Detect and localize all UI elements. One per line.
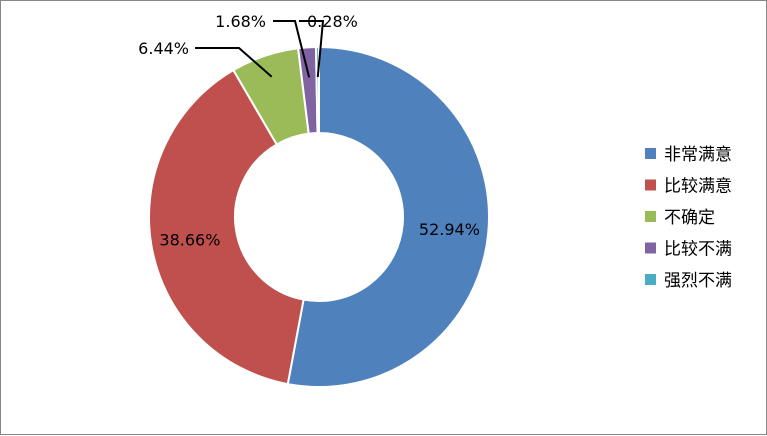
data-label-4: 1.68%: [215, 12, 266, 31]
data-label-1: 52.94%: [419, 220, 480, 239]
leader-line-3: [195, 47, 273, 78]
legend-swatch-4: [645, 242, 656, 254]
legend-swatch-3: [645, 211, 656, 222]
leader-line-4: [273, 20, 311, 78]
legend-swatch-1: [645, 148, 656, 159]
slices-group: [148, 45, 490, 388]
data-label-3: 6.44%: [138, 39, 189, 58]
data-label-5: 0.28%: [307, 12, 358, 31]
legend-label-3: 不确定: [664, 208, 715, 228]
data-label-2: 38.66%: [159, 230, 220, 249]
data-labels-group: 52.94% 38.66% 6.44% 1.68% 0.28%: [138, 12, 480, 249]
donut-slice-2: [148, 68, 305, 386]
leader-line-5: [299, 20, 325, 78]
legend-label-4: 比较不满: [664, 240, 732, 260]
legend-swatch-2: [645, 179, 656, 191]
donut-slice-1: [286, 45, 490, 388]
leader-lines-group: [195, 20, 325, 78]
legend-label-1: 非常满意: [664, 145, 732, 165]
legend-label-2: 比较满意: [664, 177, 732, 197]
legend-swatch-5: [645, 274, 656, 285]
legend-label-5: 强烈不满: [664, 271, 732, 291]
